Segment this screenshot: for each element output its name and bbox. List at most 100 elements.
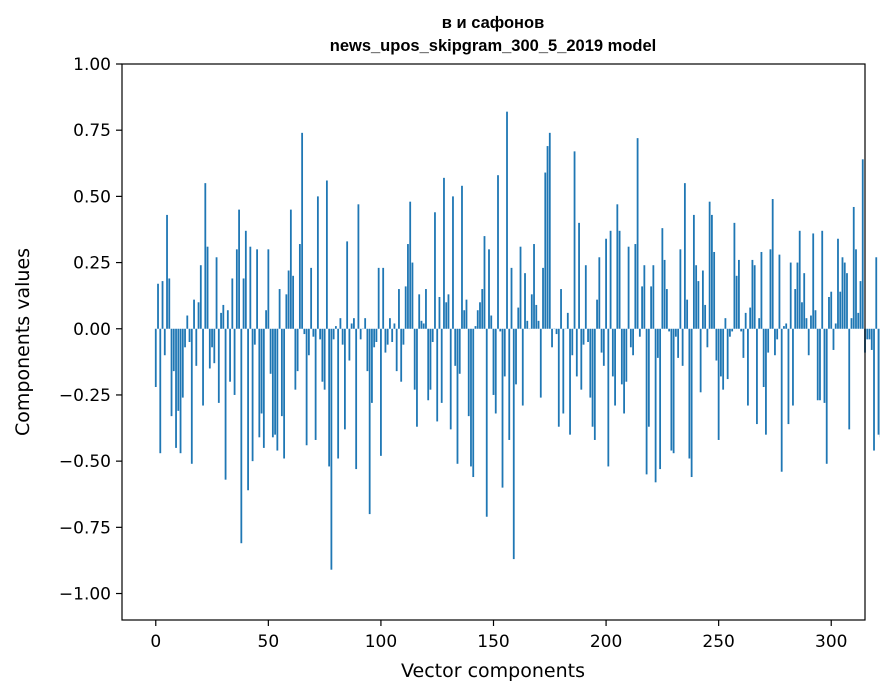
bar-98 [375,328,378,342]
bar-279 [783,326,785,329]
bar-7 [170,328,173,417]
bar-112 [407,244,409,329]
y-tick-label: −0.50 [59,452,111,472]
bar-23 [206,246,209,329]
bar-179 [557,328,560,427]
bar-64 [298,244,301,329]
bar-26 [213,328,216,364]
bar-186 [573,151,576,329]
bar-230 [672,328,675,454]
bar-78 [330,328,333,570]
bar-247 [711,214,713,329]
bar-100 [380,328,382,456]
bar-172 [542,267,544,329]
bar-213 [634,244,637,329]
bar-210 [627,246,630,329]
bar-155 [503,328,506,377]
bar-211 [629,328,632,348]
bar-104 [389,318,391,329]
bar-321 [877,328,880,435]
y-tick-label: −0.25 [59,386,111,406]
bar-89 [355,328,358,470]
bar-269 [760,251,763,329]
bar-36 [235,249,238,329]
bar-2 [159,328,162,454]
bar-159 [512,328,515,560]
bar-161 [517,307,520,329]
y-tick-label: 0.75 [73,121,111,141]
bar-126 [438,296,441,329]
bar-295 [819,328,821,401]
bar-212 [632,328,634,356]
bar-76 [325,180,328,329]
bar-137 [463,310,466,329]
bar-169 [535,304,538,329]
bar-72 [316,196,319,329]
bar-173 [544,172,547,329]
bar-219 [647,328,650,427]
bar-206 [618,230,621,329]
x-axis-label: Vector components [401,660,585,682]
bar-275 [774,328,776,356]
bar-232 [677,328,680,358]
bar-132 [452,196,454,329]
bar-190 [582,328,585,345]
bar-162 [519,246,522,329]
bar-320 [875,257,878,329]
bar-303 [837,238,839,329]
bar-53 [274,328,276,435]
bar-196 [596,299,598,329]
bar-242 [699,328,702,393]
bar-142 [474,326,477,329]
bar-1 [157,283,159,329]
bar-226 [663,259,666,329]
bar-114 [411,262,414,329]
bar-255 [729,328,731,337]
bar-68 [307,328,310,356]
x-tick-label: 250 [702,632,734,652]
bar-73 [319,328,322,340]
bar-187 [575,328,578,377]
bar-42 [249,246,252,329]
bar-282 [789,262,792,329]
y-tick-label: 1.00 [73,55,111,75]
bar-223 [656,328,659,358]
bar-198 [600,328,603,353]
bar-147 [485,328,488,517]
bar-192 [587,328,589,342]
bar-122 [429,328,432,390]
bar-199 [602,328,605,366]
bar-143 [476,310,479,329]
bar-271 [765,328,767,435]
bar-146 [483,236,486,329]
bar-145 [481,289,484,329]
bar-19 [197,302,200,329]
bar-0 [154,328,157,388]
bar-60 [289,209,292,329]
bar-82 [339,318,342,329]
bar-168 [533,244,535,329]
bar-22 [204,183,207,329]
bar-240 [695,265,698,329]
bar-8 [172,328,175,372]
bar-207 [620,328,623,385]
bar-194 [591,328,594,427]
bar-312 [857,312,860,329]
bar-119 [422,323,425,329]
bar-52 [271,328,274,438]
bar-304 [839,291,842,329]
bar-246 [708,201,711,329]
bar-167 [530,294,533,329]
bar-281 [787,328,790,425]
bar-101 [382,267,385,329]
chart-title: в и сафонов [442,14,545,32]
bar-80 [334,326,337,329]
bar-63 [296,328,299,372]
bar-28 [217,328,220,403]
bar-57 [283,328,286,459]
bar-35 [233,328,236,395]
bar-229 [670,328,673,451]
bar-74 [321,328,324,382]
bar-40 [244,230,247,329]
bar-102 [384,328,387,353]
